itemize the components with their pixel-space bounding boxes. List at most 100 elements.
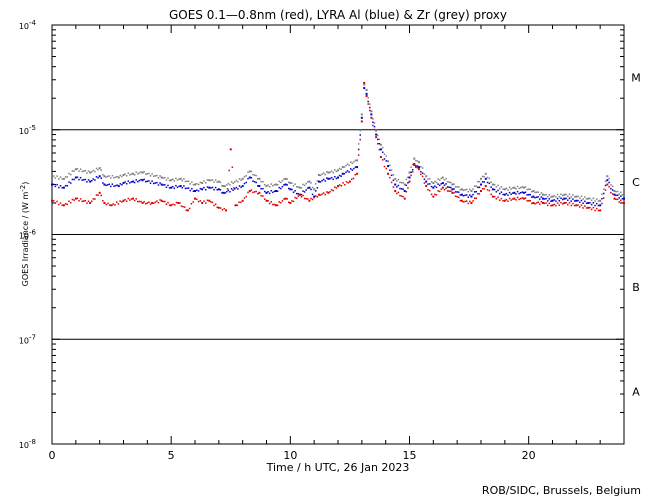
data-dot (110, 177, 112, 179)
data-dot (448, 181, 450, 183)
data-dot (180, 205, 183, 207)
data-dot (381, 146, 384, 149)
data-dot (151, 180, 153, 182)
data-point (341, 172, 344, 175)
data-dot (243, 182, 246, 185)
data-dot (443, 179, 446, 181)
data-dot (86, 181, 88, 183)
data-dot (300, 193, 303, 196)
data-dot (322, 192, 325, 194)
data-dot (148, 180, 150, 182)
data-point (74, 176, 77, 179)
data-dot (107, 202, 109, 205)
data-dot (467, 202, 470, 205)
data-dot (119, 200, 121, 202)
data-dot (604, 184, 607, 187)
data-dot (553, 195, 555, 197)
data-dot (188, 207, 191, 210)
data-dot (558, 204, 561, 206)
data-dot (329, 171, 331, 173)
data-dot (71, 170, 74, 172)
data-dot (561, 198, 564, 201)
data-dot (376, 138, 379, 141)
series-1-points (51, 87, 625, 207)
data-dot (76, 168, 79, 170)
data-dot (87, 200, 90, 203)
data-dot (206, 179, 209, 181)
data-dot (297, 193, 300, 195)
data-dot (68, 172, 70, 175)
data-point (425, 175, 428, 178)
data-dot (573, 200, 576, 202)
data-point (258, 191, 261, 194)
data-point (370, 116, 373, 119)
data-dot (475, 191, 477, 193)
data-dot (348, 171, 350, 173)
data-dot (385, 155, 388, 157)
data-dot (335, 187, 338, 189)
data-dot (210, 187, 212, 189)
data-dot (127, 197, 130, 200)
data-point (151, 201, 154, 204)
data-dot (129, 182, 131, 184)
data-point (484, 185, 487, 188)
data-dot (183, 206, 186, 208)
data-dot (416, 160, 419, 162)
data-dot (524, 186, 527, 188)
x-tick-label: 0 (49, 449, 56, 462)
data-dot (535, 196, 538, 199)
data-dot (105, 176, 107, 178)
data-dot (454, 186, 457, 188)
data-dot (357, 143, 360, 145)
data-dot (92, 169, 95, 172)
data-point (360, 113, 363, 116)
data-dot (54, 185, 57, 188)
data-dot (472, 200, 474, 202)
data-dot (524, 197, 527, 199)
data-dot (385, 160, 388, 162)
data-dot (527, 200, 530, 202)
data-point (460, 188, 463, 191)
data-dot (440, 188, 443, 190)
data-point (194, 183, 196, 186)
data-dot (206, 199, 209, 202)
data-dot (164, 200, 166, 203)
data-point (89, 171, 92, 174)
data-dot (199, 200, 202, 202)
data-point (284, 197, 287, 200)
data-dot (69, 173, 72, 176)
data-dot (438, 190, 441, 193)
data-dot (429, 183, 431, 185)
data-point (186, 209, 189, 212)
data-dot (344, 183, 346, 186)
data-dot (130, 198, 133, 200)
data-dot (110, 185, 112, 188)
data-dot (577, 199, 579, 202)
data-point (532, 195, 535, 198)
data-dot (97, 194, 99, 196)
data-point (356, 159, 359, 162)
data-point (375, 136, 378, 139)
data-point (122, 182, 125, 185)
data-dot (621, 194, 624, 196)
data-dot (183, 185, 185, 187)
data-dot (592, 197, 595, 200)
data-dot (334, 186, 336, 188)
data-point (394, 177, 397, 180)
data-point (356, 172, 359, 175)
data-dot (516, 185, 519, 188)
data-dot (124, 198, 126, 201)
data-dot (310, 188, 312, 191)
data-dot (283, 178, 285, 180)
data-dot (52, 183, 55, 186)
data-dot (560, 197, 562, 199)
data-point (513, 191, 516, 194)
data-dot (83, 179, 85, 181)
data-dot (61, 187, 63, 189)
data-dot (438, 184, 441, 187)
data-point (522, 191, 525, 194)
data-dot (272, 203, 274, 206)
data-dot (592, 206, 595, 209)
data-dot (350, 178, 353, 181)
data-point (432, 186, 435, 189)
